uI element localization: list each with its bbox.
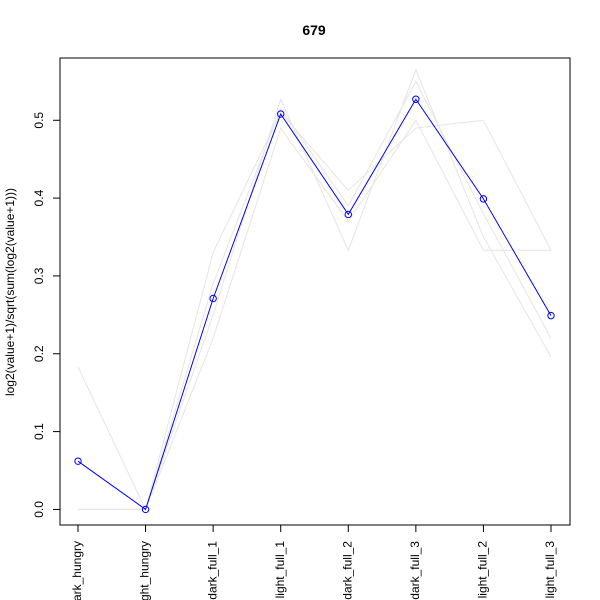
y-axis: 0.0 0.1 0.2 0.3 0.4 0.5 [32,112,61,518]
x-tick-label: dark_full_2 [340,541,354,600]
series-line-background [78,68,552,510]
data-point [74,457,82,465]
y-tick-label: 0.3 [32,267,46,284]
series-line-highlight [77,98,552,511]
plot-frame [59,57,571,526]
x-tick-label: dark_full_1 [205,541,219,600]
data-point [412,95,420,103]
y-axis-label: log2(value+1)/sqrt(sum(log2(value+1))) [3,188,17,396]
data-point [277,110,285,118]
data-point [209,294,217,303]
data-point [547,311,555,320]
series-line-background [78,119,551,510]
y-tick-label: 0.1 [32,423,46,440]
series-line-background [77,111,552,511]
x-tick-label: ark_hungry [70,541,84,600]
data-point [141,505,150,514]
x-tick-label: light_full_1 [273,541,287,599]
data-point [479,195,488,203]
series-layer [74,68,555,514]
x-tick-label: ght_hungry [138,541,152,600]
x-axis: ark_hungry ght_hungry dark_full_1 light_ful… [70,524,557,600]
y-tick-label: 0.5 [32,112,46,129]
x-tick-label: light_full_3 [543,541,557,599]
y-tick-label: 0.4 [32,189,46,206]
y-tick-label: 0.0 [32,501,46,518]
x-tick-label: light_full_2 [476,541,490,599]
y-tick-label: 0.2 [32,345,46,362]
series-line-background [78,80,552,510]
data-point [344,210,352,219]
chart-title: 679 [302,22,326,38]
x-tick-label: dark_full_3 [408,541,422,600]
